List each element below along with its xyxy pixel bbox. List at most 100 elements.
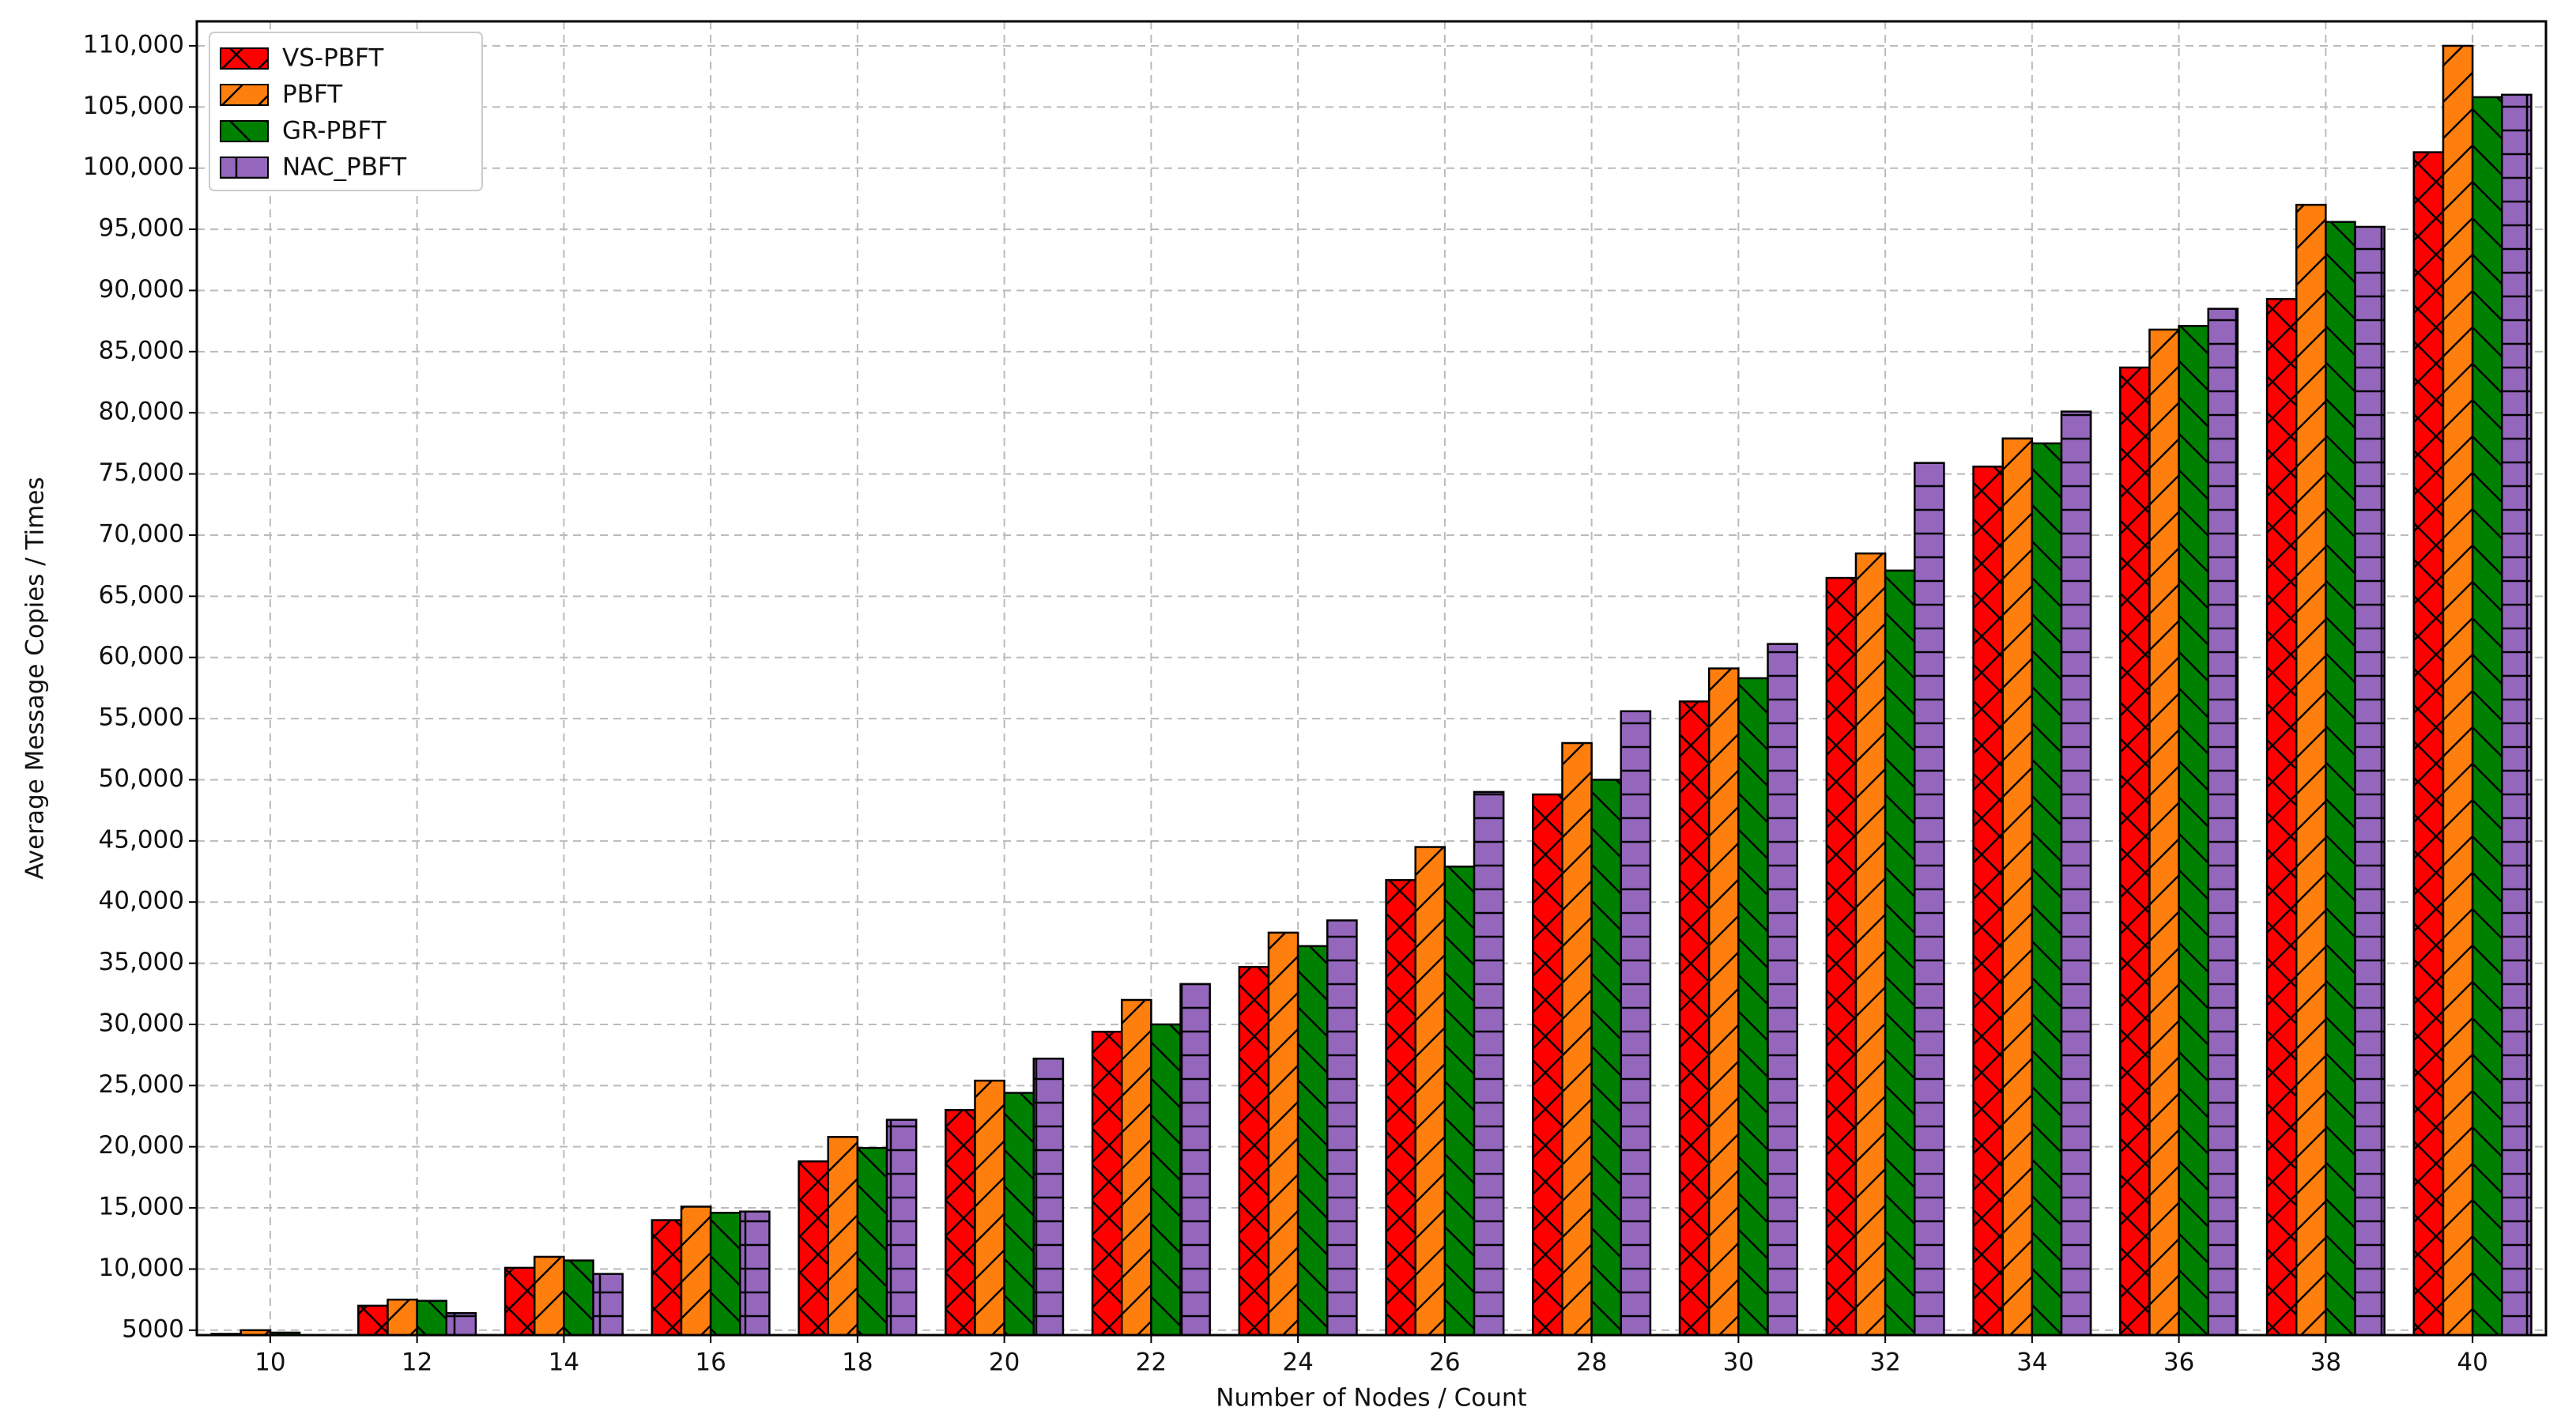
bar xyxy=(592,1273,624,1337)
legend-swatch-hatch xyxy=(221,48,268,69)
bar xyxy=(2501,93,2533,1337)
bar xyxy=(2001,437,2034,1337)
x-tick-label: 18 xyxy=(842,1349,873,1377)
bar-hatch xyxy=(1561,741,1593,1337)
bar xyxy=(1620,710,1652,1337)
bar xyxy=(1385,879,1416,1337)
bar xyxy=(1414,846,1446,1337)
bar xyxy=(1825,576,1858,1337)
x-tick-label: 14 xyxy=(549,1349,579,1377)
bar-hatch xyxy=(1620,710,1652,1337)
legend-swatch-hatch xyxy=(221,157,268,178)
bar-hatch xyxy=(1854,552,1887,1337)
legend-swatch-hatch xyxy=(221,85,268,105)
bar-hatch xyxy=(2178,325,2210,1337)
bar xyxy=(1473,790,1505,1337)
bar-hatch xyxy=(2412,151,2445,1337)
bar xyxy=(2119,366,2151,1337)
bar-hatch xyxy=(592,1273,624,1337)
bar xyxy=(1914,462,1945,1337)
bar xyxy=(2412,151,2445,1337)
bar-hatch xyxy=(945,1109,976,1337)
bar-hatch xyxy=(651,1219,683,1337)
y-tick-label: 105,000 xyxy=(83,92,184,120)
x-tick-label: 38 xyxy=(2310,1349,2341,1377)
bar xyxy=(680,1205,712,1337)
bar xyxy=(1296,945,1329,1337)
bar xyxy=(945,1109,976,1337)
bar-hatch xyxy=(504,1266,536,1337)
y-tick-label: 55,000 xyxy=(99,704,184,732)
x-tick-label: 28 xyxy=(1576,1349,1607,1377)
bar-hatch xyxy=(827,1136,859,1337)
bar-hatch xyxy=(1150,1023,1182,1337)
bar xyxy=(1678,700,1710,1337)
y-axis-label: Average Message Copies / Times xyxy=(21,477,50,879)
bar xyxy=(504,1266,536,1337)
x-axis-label: Number of Nodes / Count xyxy=(1216,1384,1526,1413)
bar xyxy=(563,1259,594,1337)
bar xyxy=(357,1304,389,1337)
bar xyxy=(533,1255,565,1337)
bar xyxy=(974,1079,1005,1337)
bar-hatch xyxy=(974,1079,1005,1337)
bar-hatch xyxy=(1590,779,1623,1337)
bar xyxy=(2471,96,2503,1337)
bar-hatch xyxy=(709,1212,741,1337)
bar-hatch xyxy=(2207,307,2239,1337)
bar xyxy=(387,1298,418,1337)
bar xyxy=(651,1219,683,1337)
bar-hatch xyxy=(1972,466,2004,1337)
bar-hatch xyxy=(2471,96,2503,1337)
y-tick-label: 60,000 xyxy=(99,642,184,670)
y-tick-label: 90,000 xyxy=(99,275,184,304)
bar xyxy=(1238,965,1270,1337)
bar xyxy=(2325,221,2356,1337)
bar-hatch xyxy=(1737,677,1769,1337)
y-tick-label: 35,000 xyxy=(99,948,184,976)
bar-hatch xyxy=(2442,44,2474,1337)
y-tick-label: 30,000 xyxy=(99,1009,184,1037)
bar-hatch xyxy=(357,1304,389,1337)
bar-hatch xyxy=(1091,1030,1123,1337)
bar xyxy=(1854,552,1887,1337)
legend-swatch-hatch xyxy=(221,121,268,141)
y-tick-label: 25,000 xyxy=(99,1070,184,1099)
bar-hatch xyxy=(1443,866,1476,1337)
bar xyxy=(2060,410,2092,1337)
bar xyxy=(1767,643,1798,1337)
y-tick-label: 50,000 xyxy=(99,764,184,793)
bar xyxy=(1561,741,1593,1337)
x-tick-label: 16 xyxy=(695,1349,726,1377)
x-tick-label: 22 xyxy=(1136,1349,1167,1377)
bar xyxy=(2148,328,2180,1337)
bar xyxy=(2031,442,2063,1337)
y-tick-label: 40,000 xyxy=(99,887,184,915)
bar-hatch xyxy=(2001,437,2034,1337)
y-tick-label: 10,000 xyxy=(99,1254,184,1282)
bar-hatch xyxy=(2265,298,2298,1337)
bar xyxy=(2354,225,2386,1337)
bar-hatch xyxy=(2060,410,2092,1337)
bar-hatch xyxy=(1767,643,1798,1337)
bar-hatch xyxy=(680,1205,712,1337)
bar xyxy=(2295,203,2327,1337)
bar xyxy=(739,1210,771,1337)
bar-hatch xyxy=(1678,700,1710,1337)
bar xyxy=(709,1212,741,1337)
bar xyxy=(885,1119,918,1337)
bar xyxy=(1737,677,1769,1337)
legend-label: GR-PBFT xyxy=(282,117,387,145)
x-tick-label: 24 xyxy=(1282,1349,1313,1377)
bar-hatch xyxy=(798,1160,829,1337)
bar xyxy=(1150,1023,1182,1337)
y-tick-label: 110,000 xyxy=(83,30,184,58)
legend-label: PBFT xyxy=(282,81,343,109)
y-tick-label: 20,000 xyxy=(99,1131,184,1160)
bar-hatch xyxy=(2295,203,2327,1337)
bar-hatch xyxy=(885,1119,918,1337)
bar xyxy=(1091,1030,1123,1337)
bar-hatch xyxy=(1296,945,1329,1337)
bar xyxy=(2178,325,2210,1337)
y-tick-label: 100,000 xyxy=(83,153,184,181)
